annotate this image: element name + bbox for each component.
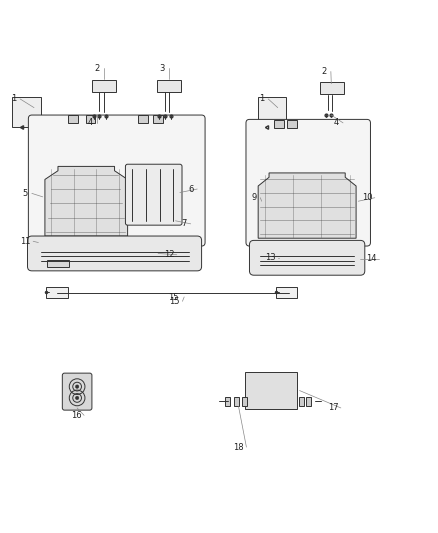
FancyBboxPatch shape — [250, 240, 365, 275]
Text: 17: 17 — [328, 403, 338, 413]
Text: 4: 4 — [334, 118, 339, 127]
Text: 11: 11 — [20, 237, 31, 246]
FancyBboxPatch shape — [86, 116, 95, 123]
Text: 6: 6 — [188, 184, 194, 193]
Circle shape — [75, 396, 79, 400]
FancyBboxPatch shape — [157, 80, 181, 92]
Text: 3: 3 — [160, 64, 165, 73]
FancyBboxPatch shape — [68, 116, 78, 123]
Circle shape — [75, 385, 79, 389]
Text: 9: 9 — [251, 193, 256, 202]
FancyBboxPatch shape — [47, 260, 69, 267]
Text: 2: 2 — [95, 64, 100, 73]
FancyBboxPatch shape — [258, 97, 286, 127]
Text: 1: 1 — [259, 94, 264, 103]
Text: 2: 2 — [321, 67, 327, 76]
FancyBboxPatch shape — [28, 236, 201, 271]
Text: 16: 16 — [71, 411, 81, 420]
FancyBboxPatch shape — [138, 116, 148, 123]
Polygon shape — [45, 166, 127, 236]
Text: 5: 5 — [23, 189, 28, 198]
Text: 18: 18 — [233, 442, 244, 451]
Text: 13: 13 — [265, 253, 276, 262]
FancyBboxPatch shape — [125, 164, 182, 225]
Text: 4: 4 — [88, 118, 93, 127]
FancyBboxPatch shape — [242, 397, 247, 406]
Text: 12: 12 — [164, 251, 174, 259]
FancyBboxPatch shape — [306, 397, 311, 406]
FancyBboxPatch shape — [13, 97, 41, 127]
Text: 14: 14 — [366, 254, 377, 263]
Polygon shape — [258, 173, 356, 238]
FancyBboxPatch shape — [62, 373, 92, 410]
FancyBboxPatch shape — [153, 116, 163, 123]
FancyBboxPatch shape — [234, 397, 239, 406]
FancyBboxPatch shape — [245, 372, 297, 409]
Text: 10: 10 — [362, 193, 372, 202]
FancyBboxPatch shape — [225, 397, 230, 406]
FancyBboxPatch shape — [28, 115, 205, 246]
FancyBboxPatch shape — [46, 287, 68, 298]
FancyBboxPatch shape — [92, 80, 116, 92]
Text: 15: 15 — [168, 293, 179, 302]
Text: 15: 15 — [170, 297, 180, 306]
FancyBboxPatch shape — [274, 120, 284, 128]
FancyBboxPatch shape — [320, 82, 344, 94]
FancyBboxPatch shape — [246, 119, 371, 246]
Text: 7: 7 — [181, 220, 187, 228]
FancyBboxPatch shape — [287, 120, 297, 128]
FancyBboxPatch shape — [299, 397, 304, 406]
FancyBboxPatch shape — [276, 287, 297, 298]
Text: 1: 1 — [11, 94, 16, 103]
